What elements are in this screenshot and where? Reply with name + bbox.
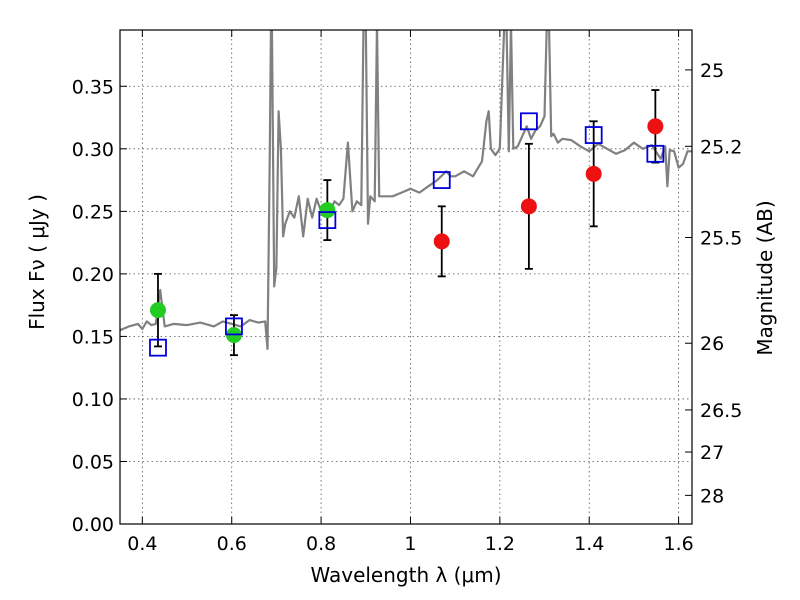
right-tick-label: 26 [700, 333, 724, 355]
blue-square-point [584, 126, 603, 144]
x-tick-label: 1.6 [663, 533, 693, 555]
x-tick-label: 1 [404, 533, 416, 555]
spectrum-polyline [120, 30, 692, 350]
blue-square-point [519, 112, 538, 131]
y-tick-label: 0.00 [72, 514, 114, 536]
red-data-point [585, 165, 602, 182]
grid-lines [120, 30, 692, 524]
blue-square-point [646, 144, 665, 163]
x-tick-label: 1.4 [574, 533, 604, 555]
y-tick-label: 0.30 [72, 139, 114, 161]
axis-tick-labels: 0.4 0.6 0.8 1 1.2 1.4 1.6 0.00 0.05 0.10 0.15 0.20 0… [72, 60, 743, 555]
y-axis-label: Flux Fν ( μJy ) [25, 194, 49, 330]
y-tick-label: 0.20 [72, 264, 114, 286]
red-data-point [520, 198, 537, 215]
spectrum-line [120, 30, 692, 350]
axis-ticks [120, 30, 692, 525]
right-tick-label: 27 [700, 442, 724, 464]
blue-square-point [432, 171, 451, 189]
right-tick-label: 28 [700, 485, 724, 507]
y-tick-label: 0.05 [72, 451, 114, 473]
x-tick-label: 0.6 [217, 533, 247, 555]
green-data-point [149, 302, 166, 319]
x-axis-label: Wavelength λ (μm) [310, 563, 501, 587]
blue-square-point [318, 211, 337, 229]
right-tick-label: 26.5 [700, 400, 742, 422]
y-tick-label: 0.15 [72, 326, 114, 348]
right-axis-label: Magnitude (AB) [753, 200, 777, 355]
blue-square-point [149, 338, 167, 357]
x-tick-label: 0.8 [306, 533, 336, 555]
x-tick-label: 1.2 [485, 533, 515, 555]
right-tick-label: 25 [700, 60, 724, 82]
right-tick-label: 25.5 [700, 227, 742, 249]
right-tick-label: 25.2 [700, 136, 742, 158]
red-data-point [647, 118, 664, 135]
x-tick-label: 0.4 [127, 533, 157, 555]
red-data-point [433, 233, 450, 250]
y-tick-label: 0.10 [72, 389, 114, 411]
y-tick-label: 0.25 [72, 201, 114, 223]
blue-square-point [225, 317, 243, 336]
data-points [149, 89, 665, 357]
plot-area [120, 30, 692, 357]
green-data-point [319, 202, 336, 219]
y-tick-label: 0.35 [72, 76, 114, 98]
plot-frame [119, 29, 693, 525]
